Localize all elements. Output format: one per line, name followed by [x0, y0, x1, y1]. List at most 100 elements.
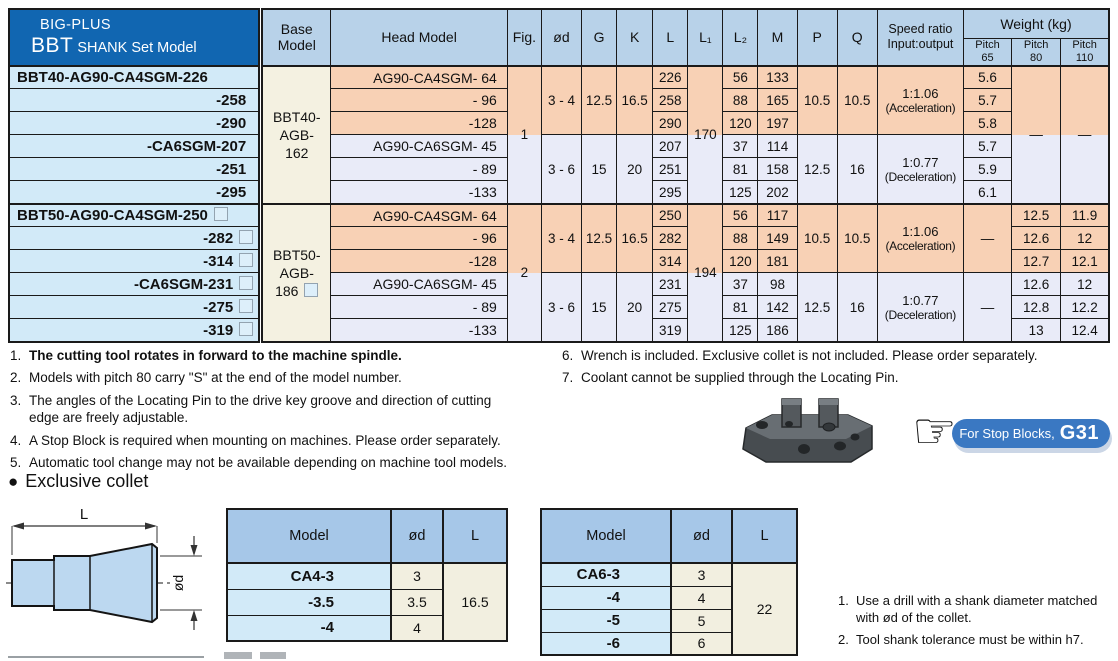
cell-weight-65: — — [962, 202, 1013, 274]
cell-l2: 125 — [722, 180, 759, 205]
order-checkbox[interactable] — [239, 321, 254, 336]
collet-table-ca4: Model ød L CA4-3 3 16.5 -3.5 3.5 -4 4 — [226, 508, 508, 642]
cell-p: 10.5 — [796, 202, 838, 274]
cell-l: 282 — [652, 226, 689, 251]
cell-model: -4 — [226, 614, 392, 642]
collet-note: 1. Use a drill with a shank diameter matc… — [838, 593, 1098, 626]
cell-fig: 2 — [506, 202, 542, 343]
header-row-1: BIG-PLUS BBT SHANK Set Model Base Model … — [8, 8, 1110, 67]
order-checkbox[interactable] — [239, 298, 254, 313]
cell-weight-110: 11.9 — [1060, 202, 1110, 228]
cell-od: 4 — [390, 614, 444, 642]
col-header-pitch-110: Pitch 110 — [1060, 37, 1110, 67]
cell-od: 3.5 — [390, 588, 444, 616]
cell-model: -290 — [8, 111, 264, 136]
cell-q: 10.5 — [836, 64, 878, 136]
collet-diagram: L ød — [6, 506, 202, 630]
stop-blocks-badge[interactable]: ☞ For Stop Blocks, G31 — [912, 406, 1110, 456]
cell-weight-65: 5.7 — [962, 134, 1013, 159]
col-header-l: L — [731, 508, 798, 564]
cell-speed-ratio: 1:1.06 (Acceleration) — [876, 202, 964, 274]
cell-l2: 56 — [722, 64, 759, 90]
title-rest: SHANK Set Model — [73, 39, 197, 56]
order-checkbox[interactable] — [213, 207, 228, 222]
cell-l2: 88 — [722, 88, 759, 113]
footnote: 1. The cutting tool rotates in forward to… — [10, 348, 402, 363]
cell-l: 22 — [731, 562, 798, 656]
cell-weight-65: 6.1 — [962, 180, 1013, 205]
cell-l2: 81 — [722, 295, 759, 320]
cell-m: 114 — [757, 134, 798, 159]
cell-speed-ratio: 1:0.77 (Deceleration) — [876, 272, 964, 343]
table-row: BBT40-AG90-CA4SGM-226 BBT40- AGB- 162 AG… — [8, 64, 1110, 205]
cell-k: 20 — [616, 134, 654, 205]
cell-m: 165 — [757, 88, 798, 113]
footnotes: 1. The cutting tool rotates in forward to… — [10, 347, 1112, 476]
footnotes-right: 6. Wrench is included. Exclusive collet i… — [562, 347, 1112, 476]
cell-m: 117 — [757, 202, 798, 228]
cell-head-model: - 96 — [330, 88, 508, 113]
cell-speed-ratio: 1:0.77 (Deceleration) — [876, 134, 964, 205]
cell-p: 12.5 — [796, 272, 838, 343]
cell-model: -314 — [8, 249, 264, 274]
col-header-head-model: Head Model — [330, 8, 508, 67]
cell-l1: 194 — [687, 202, 724, 343]
cell-k: 20 — [616, 272, 654, 343]
cell-head-model: -128 — [330, 249, 508, 274]
cell-head-model: - 89 — [330, 295, 508, 320]
cell-model: CA6-3 — [540, 562, 672, 587]
footnotes-left: 1. The cutting tool rotates in forward to… — [10, 347, 562, 476]
cell-q: 10.5 — [836, 202, 878, 274]
dim-label-l: L — [80, 506, 88, 523]
cell-head-model: AG90-CA4SGM- 64 — [330, 202, 508, 228]
cell-model: CA4-3 — [226, 562, 392, 590]
table-row: -4 4 — [226, 614, 507, 642]
header-row-2: Pitch 65 Pitch 80 Pitch 110 — [9, 37, 1110, 67]
cell-weight-80: 12.5 — [1011, 202, 1062, 228]
cell-l2: 37 — [722, 134, 759, 159]
cell-od: 3 - 6 — [540, 134, 583, 205]
cell-model: -319 — [8, 318, 264, 343]
col-header-model: Model — [540, 508, 672, 564]
cell-l2: 120 — [722, 249, 759, 274]
cell-weight-65: 5.8 — [962, 111, 1013, 136]
dim-label-od: ød — [170, 575, 186, 591]
cell-od: 4 — [670, 585, 733, 610]
table-row: -5 5 — [540, 608, 797, 633]
header-row: Model ød L — [540, 508, 798, 564]
cell-model: -282 — [8, 226, 264, 251]
cell-speed-ratio: 1:1.06 (Acceleration) — [876, 64, 964, 136]
order-checkbox[interactable] — [239, 252, 254, 267]
cell-l: 319 — [652, 318, 689, 343]
col-header-p: P — [796, 8, 838, 67]
collet-notes: 1. Use a drill with a shank diameter matc… — [838, 592, 1116, 653]
order-checkbox[interactable] — [239, 275, 254, 290]
logo-fragment — [224, 652, 252, 659]
table-row: -295 -133 295 125 202 6.1 — [8, 180, 1109, 205]
col-header-m: M — [757, 8, 798, 67]
cell-weight-110: 12 — [1060, 226, 1110, 251]
cell-head-model: -128 — [330, 111, 508, 136]
cell-weight-65: 5.9 — [962, 157, 1013, 182]
cell-weight-110: — — [1060, 64, 1110, 205]
table-row: -CA6SGM-231 AG90-CA6SGM- 45 3 - 6 15 20 … — [8, 272, 1110, 343]
cell-od: 3 - 6 — [540, 272, 583, 343]
cell-model: -258 — [8, 88, 264, 113]
cell-l: 250 — [652, 202, 689, 228]
col-header-l: L — [652, 8, 689, 67]
collet-note: 2. Tool shank tolerance must be within h7… — [838, 632, 1084, 648]
cell-od: 6 — [670, 631, 733, 656]
cell-weight-80: 12.8 — [1011, 295, 1062, 320]
table-row: -4 4 — [540, 585, 797, 610]
order-checkbox[interactable] — [239, 229, 254, 244]
shank-set-spec-table: BIG-PLUS BBT SHANK Set Model Base Model … — [8, 8, 1110, 343]
cell-head-model: AG90-CA6SGM- 45 — [330, 134, 508, 159]
table-row: -314 -128 314 120 181 12.7 12.1 — [8, 249, 1110, 274]
order-checkbox[interactable] — [304, 282, 319, 297]
col-header-g: G — [580, 8, 618, 67]
col-header-pitch-65: Pitch 65 — [962, 37, 1013, 67]
cell-weight-80: 12.6 — [1011, 272, 1062, 297]
cell-l: 207 — [652, 134, 689, 159]
col-header-l2: L₂ — [722, 8, 759, 67]
cell-g: 15 — [580, 272, 618, 343]
